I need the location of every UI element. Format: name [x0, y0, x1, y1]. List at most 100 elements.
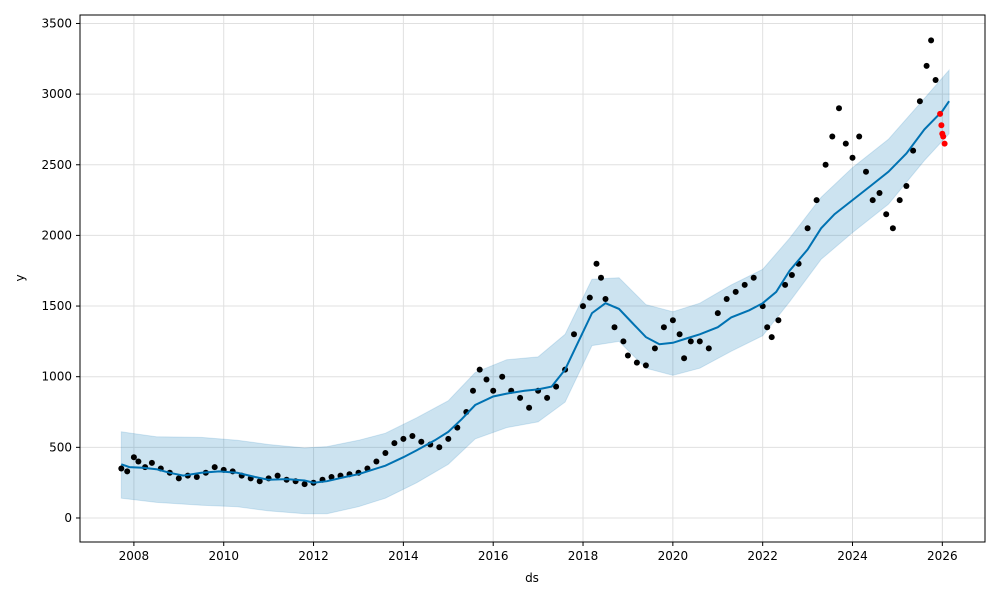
observed-point: [676, 331, 683, 338]
y-tick-label: 1500: [41, 299, 72, 313]
x-tick-label: 2014: [388, 549, 419, 563]
y-tick-label: 2000: [41, 228, 72, 242]
observed-point: [863, 168, 869, 175]
observed-point: [876, 190, 883, 196]
observed-point: [193, 474, 200, 480]
observed-point: [124, 468, 131, 475]
y-axis-label: y: [13, 274, 27, 281]
observed-point: [651, 345, 658, 352]
observed-point: [373, 458, 380, 465]
observed-point: [869, 197, 876, 204]
observed-point: [782, 281, 789, 288]
observed-point: [611, 324, 618, 331]
observed-point: [705, 345, 712, 352]
observed-point: [418, 438, 425, 445]
observed-point: [256, 478, 263, 485]
x-axis-label: ds: [525, 571, 539, 585]
x-tick-label: 2018: [568, 549, 599, 563]
observed-point: [732, 288, 739, 295]
y-tick-label: 2500: [41, 158, 72, 172]
observed-point: [836, 105, 842, 112]
recent-point: [940, 133, 947, 140]
observed-point: [391, 440, 398, 447]
observed-point: [130, 454, 137, 461]
forecast-path: [120, 100, 950, 484]
y-axis-ticks: 0 500 1000 1500 2000 2500 3000 3500: [41, 16, 80, 525]
observed-point: [553, 383, 560, 390]
observed-point: [681, 355, 688, 362]
uncertainty-interval: [120, 68, 950, 515]
observed-point: [714, 310, 721, 317]
observed-point: [470, 387, 476, 394]
observed-point: [883, 211, 890, 218]
interval-band: [120, 68, 950, 515]
observed-point: [328, 474, 335, 480]
observed-points: [118, 37, 939, 488]
y-tick-label: 3000: [41, 87, 72, 101]
observed-point: [118, 465, 125, 472]
y-tick-label: 3500: [41, 16, 72, 30]
observed-point: [696, 338, 703, 345]
observed-point: [932, 77, 939, 83]
x-tick-label: 2012: [298, 549, 329, 563]
observed-point: [436, 444, 443, 451]
recent-points: [937, 110, 948, 147]
observed-point: [580, 303, 586, 310]
observed-point: [849, 154, 856, 161]
recent-point: [938, 122, 945, 129]
observed-point: [274, 472, 281, 479]
observed-point: [586, 294, 593, 301]
x-axis-ticks: 2008 2010 2012 2014 2016 2018 2020 2022 2024 2026: [119, 542, 958, 563]
observed-point: [813, 197, 820, 204]
observed-point: [490, 387, 497, 394]
observed-point: [400, 435, 407, 442]
x-tick-label: 2024: [837, 549, 868, 563]
x-tick-label: 2022: [747, 549, 778, 563]
observed-point: [916, 98, 923, 105]
recent-point: [937, 110, 944, 117]
observed-point: [148, 459, 155, 466]
observed-point: [923, 62, 930, 69]
observed-point: [723, 296, 730, 302]
observed-point: [633, 359, 640, 366]
observed-point: [620, 338, 627, 345]
observed-point: [889, 225, 896, 232]
observed-point: [135, 458, 142, 465]
observed-point: [910, 147, 917, 154]
observed-point: [642, 362, 649, 369]
observed-point: [687, 338, 694, 345]
observed-point: [409, 433, 416, 439]
x-tick-label: 2010: [208, 549, 239, 563]
observed-point: [804, 225, 811, 232]
observed-point: [788, 272, 795, 278]
observed-point: [571, 331, 577, 338]
observed-point: [483, 376, 490, 383]
observed-point: [856, 133, 863, 140]
observed-point: [903, 183, 910, 189]
observed-point: [764, 324, 771, 331]
observed-point: [602, 296, 609, 302]
forecast-line: [120, 100, 950, 484]
observed-point: [593, 260, 600, 267]
observed-point: [544, 394, 551, 401]
x-tick-label: 2026: [927, 549, 958, 563]
observed-point: [750, 274, 757, 281]
observed-point: [624, 352, 631, 359]
x-tick-label: 2008: [119, 549, 150, 563]
observed-point: [775, 317, 782, 324]
observed-point: [517, 394, 524, 401]
y-tick-label: 500: [49, 440, 72, 454]
observed-point: [301, 481, 308, 488]
observed-point: [842, 140, 849, 147]
observed-point: [928, 37, 935, 44]
observed-point: [896, 197, 903, 204]
observed-point: [598, 274, 604, 281]
observed-point: [382, 450, 389, 456]
y-tick-label: 0: [64, 511, 72, 525]
observed-point: [741, 281, 748, 288]
observed-point: [445, 435, 452, 442]
recent-point: [941, 140, 948, 147]
observed-point: [476, 366, 483, 373]
observed-point: [829, 133, 836, 140]
